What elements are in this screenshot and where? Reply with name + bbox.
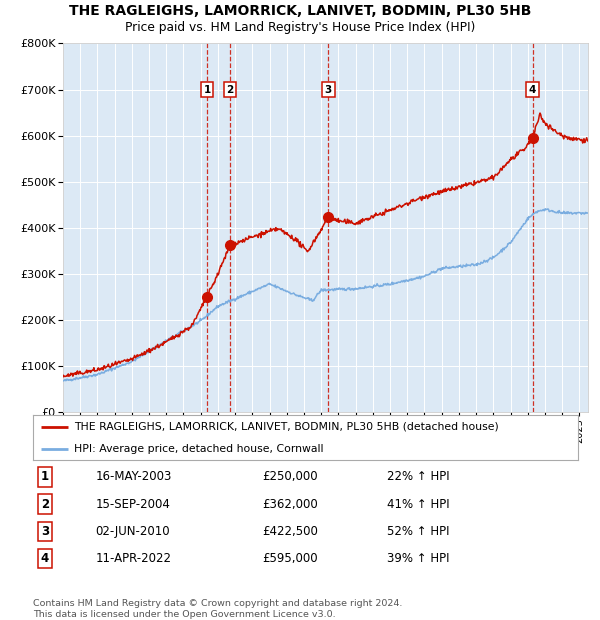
Text: £595,000: £595,000 — [262, 552, 317, 565]
Text: HPI: Average price, detached house, Cornwall: HPI: Average price, detached house, Corn… — [74, 444, 323, 454]
Text: £362,000: £362,000 — [262, 498, 317, 510]
Text: 4: 4 — [529, 84, 536, 94]
Text: 52% ↑ HPI: 52% ↑ HPI — [387, 525, 449, 538]
Text: Contains HM Land Registry data © Crown copyright and database right 2024.
This d: Contains HM Land Registry data © Crown c… — [33, 600, 403, 619]
Text: 4: 4 — [41, 552, 49, 565]
Text: 39% ↑ HPI: 39% ↑ HPI — [387, 552, 449, 565]
Text: THE RAGLEIGHS, LAMORRICK, LANIVET, BODMIN, PL30 5HB (detached house): THE RAGLEIGHS, LAMORRICK, LANIVET, BODMI… — [74, 422, 499, 432]
Text: 3: 3 — [41, 525, 49, 538]
Text: 2: 2 — [41, 498, 49, 510]
Text: 3: 3 — [325, 84, 332, 94]
Text: 2: 2 — [227, 84, 234, 94]
Text: 11-APR-2022: 11-APR-2022 — [95, 552, 172, 565]
Text: £422,500: £422,500 — [262, 525, 317, 538]
Text: 1: 1 — [203, 84, 211, 94]
Text: 02-JUN-2010: 02-JUN-2010 — [95, 525, 170, 538]
Text: 16-MAY-2003: 16-MAY-2003 — [95, 471, 172, 483]
Text: 41% ↑ HPI: 41% ↑ HPI — [387, 498, 450, 510]
Text: £250,000: £250,000 — [262, 471, 317, 483]
Text: 15-SEP-2004: 15-SEP-2004 — [95, 498, 170, 510]
Text: Price paid vs. HM Land Registry's House Price Index (HPI): Price paid vs. HM Land Registry's House … — [125, 21, 475, 34]
Text: THE RAGLEIGHS, LAMORRICK, LANIVET, BODMIN, PL30 5HB: THE RAGLEIGHS, LAMORRICK, LANIVET, BODMI… — [69, 4, 531, 19]
Text: 22% ↑ HPI: 22% ↑ HPI — [387, 471, 450, 483]
Text: 1: 1 — [41, 471, 49, 483]
